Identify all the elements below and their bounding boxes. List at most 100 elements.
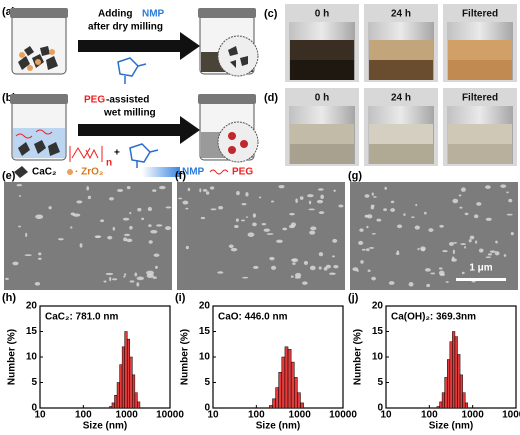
bar: [137, 401, 141, 409]
particle: [448, 241, 454, 246]
particle: [329, 272, 336, 275]
step-text: wet milling: [103, 108, 156, 119]
particle: [390, 208, 396, 212]
liquid-top: [369, 40, 433, 60]
particle: [417, 247, 420, 251]
y-tick-label: 5: [377, 377, 383, 388]
y-tick-label: 15: [26, 326, 38, 337]
particle: [366, 225, 369, 229]
particle: [289, 212, 295, 216]
bar: [114, 395, 118, 409]
y-tick-label: 0: [377, 403, 383, 414]
particle: [414, 225, 420, 230]
particle: [307, 194, 314, 198]
legend-label: CaC₂: [32, 167, 56, 178]
particle: [438, 267, 443, 270]
particle: [384, 186, 388, 190]
particle: [241, 219, 246, 222]
particle: [388, 281, 395, 285]
x-axis-label: Size (nm): [256, 421, 300, 432]
y-tick-label: 15: [199, 326, 211, 337]
particle: [310, 226, 317, 231]
bar: [269, 405, 273, 409]
particle: [302, 281, 308, 285]
particle: [12, 261, 19, 266]
bar: [284, 346, 289, 409]
particle: [122, 217, 130, 221]
particle: [276, 239, 283, 243]
particle: [34, 281, 41, 286]
lid: [198, 8, 256, 18]
x-tick-label: 1000: [116, 410, 139, 421]
particle: [86, 186, 90, 191]
particle: [294, 272, 302, 278]
bar: [446, 359, 451, 409]
y-tick-label: 5: [204, 377, 210, 388]
particle: [325, 264, 331, 269]
particle: [217, 271, 224, 274]
particle: [503, 254, 507, 257]
particle: [205, 191, 210, 195]
particle: [48, 206, 52, 210]
particle: [295, 198, 298, 203]
plus: +: [114, 148, 120, 159]
bar: [287, 349, 292, 409]
bar: [444, 377, 448, 409]
particle: [376, 218, 382, 222]
y-tick-label: 20: [372, 301, 384, 312]
particle: [508, 198, 513, 203]
particle: [294, 276, 301, 279]
particle: [141, 217, 145, 221]
particle: [282, 227, 288, 231]
bar: [129, 356, 133, 409]
particle: [123, 237, 128, 242]
particle: [165, 206, 172, 209]
particle: [367, 269, 371, 272]
particle: [364, 214, 370, 218]
particle: [147, 206, 153, 212]
particle: [247, 232, 255, 237]
particle: [76, 200, 83, 204]
x-tick-label: 10000: [156, 410, 184, 421]
y-tick-label: 20: [199, 301, 211, 312]
particle: [445, 281, 449, 283]
particle: [438, 270, 445, 275]
particle: [460, 243, 466, 245]
liquid-top: [290, 124, 354, 144]
arrow: [78, 32, 200, 60]
particle: [200, 216, 206, 220]
particle: [94, 235, 102, 239]
particle: [316, 199, 324, 204]
legend-label: PEG: [232, 167, 253, 178]
vial-label: Filtered: [462, 93, 498, 104]
particle: [320, 194, 324, 200]
particle: [506, 191, 509, 194]
particle: [373, 196, 377, 198]
particle: [123, 273, 127, 276]
bar: [126, 338, 131, 409]
panel-label: (d): [264, 92, 278, 104]
bar: [439, 401, 443, 409]
x-tick-label: 10: [34, 410, 46, 421]
x-axis-label: Size (nm): [83, 421, 127, 432]
particle: [468, 239, 472, 243]
particle: [290, 222, 296, 227]
particle: [500, 184, 507, 188]
bar: [124, 331, 128, 409]
particle: [371, 232, 376, 235]
liquid-top: [290, 40, 354, 60]
bar: [459, 374, 463, 409]
particle: [126, 186, 131, 190]
particle: [187, 187, 191, 192]
particle: [318, 252, 324, 257]
particle: [323, 267, 328, 271]
liquid-bottom: [369, 144, 433, 164]
lid: [10, 8, 68, 18]
bar: [449, 341, 453, 409]
y-axis-label: Number (%): [353, 329, 364, 385]
particle: [199, 188, 202, 193]
particle: [235, 218, 239, 222]
bar: [278, 372, 283, 409]
particle: [415, 203, 418, 207]
particle: [510, 232, 514, 236]
